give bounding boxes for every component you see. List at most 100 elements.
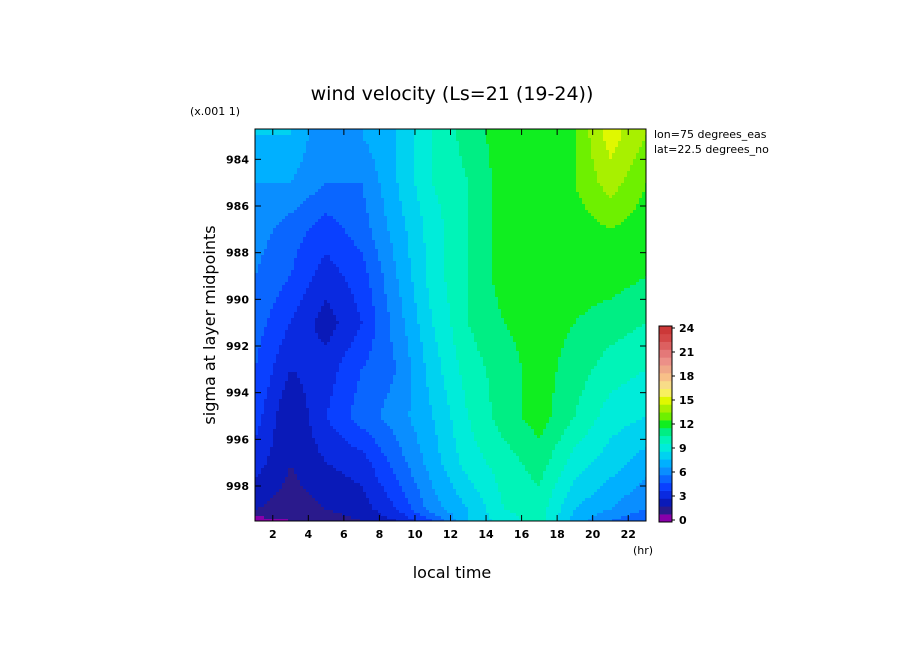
contour-cell (567, 147, 571, 151)
contour-cell (411, 156, 415, 160)
contour-cell (516, 135, 520, 139)
contour-cell (564, 141, 568, 145)
contour-cell (378, 135, 382, 139)
contour-cell (372, 165, 376, 169)
contour-cell (288, 165, 292, 169)
contour-cell (429, 132, 433, 136)
contour-cell (387, 147, 391, 151)
contour-cell (264, 147, 268, 151)
contour-cell (327, 159, 331, 163)
contour-cell (444, 135, 448, 139)
contour-cell (387, 144, 391, 148)
contour-cell (468, 162, 472, 166)
contour-cell (549, 162, 553, 166)
contour-cell (636, 141, 640, 145)
contour-cell (624, 135, 628, 139)
contour-cell (546, 141, 550, 145)
contour-cell (438, 144, 442, 148)
contour-cell (360, 138, 364, 142)
contour-cell (384, 144, 388, 148)
contour-cell (264, 144, 268, 148)
contour-cell (372, 150, 376, 154)
contour-cell (267, 162, 271, 166)
contour-cell (405, 138, 409, 142)
contour-cell (441, 141, 445, 145)
contour-cell (633, 150, 637, 154)
contour-cell (489, 144, 493, 148)
contour-cell (528, 159, 532, 163)
contour-cell (627, 147, 631, 151)
contour-cell (390, 135, 394, 139)
contour-cell (624, 150, 628, 154)
contour-cell (543, 162, 547, 166)
contour-cell (258, 153, 262, 157)
contour-cell (363, 165, 367, 169)
contour-cell (375, 153, 379, 157)
contour-cell (297, 147, 301, 151)
contour-cell (516, 162, 520, 166)
contour-cell (333, 135, 337, 139)
contour-cell (306, 150, 310, 154)
contour-cell (414, 150, 418, 154)
contour-cell (291, 150, 295, 154)
contour-cell (300, 156, 304, 160)
contour-cell (378, 156, 382, 160)
contour-cell (291, 141, 295, 145)
contour-cell (333, 162, 337, 166)
contour-cell (543, 129, 547, 133)
contour-cell (636, 129, 640, 133)
contour-cell (531, 141, 535, 145)
contour-cell (579, 147, 583, 151)
contour-cell (474, 150, 478, 154)
contour-cell (636, 147, 640, 151)
contour-cell (630, 162, 634, 166)
contour-cell (264, 165, 268, 169)
contour-cell (519, 159, 523, 163)
contour-cell (471, 138, 475, 142)
contour-cell (462, 144, 466, 148)
contour-cell (411, 162, 415, 166)
contour-cell (375, 138, 379, 142)
contour-cell (474, 162, 478, 166)
contour-cell (474, 153, 478, 157)
contour-cell (450, 135, 454, 139)
contour-cell (456, 162, 460, 166)
contour-cell (531, 132, 535, 136)
contour-cell (462, 147, 466, 151)
contour-cell (366, 138, 370, 142)
contour-cell (561, 141, 565, 145)
contour-cell (624, 156, 628, 160)
contour-cell (258, 141, 262, 145)
contour-cell (375, 156, 379, 160)
contour-cell (405, 135, 409, 139)
contour-cell (312, 156, 316, 160)
contour-cell (504, 144, 508, 148)
contour-cell (570, 138, 574, 142)
contour-cell (624, 132, 628, 136)
contour-cell (303, 159, 307, 163)
contour-cell (612, 132, 616, 136)
contour-cell (339, 147, 343, 151)
contour-cell (366, 159, 370, 163)
contour-cell (576, 135, 580, 139)
contour-cell (507, 135, 511, 139)
contour-cell (609, 132, 613, 136)
contour-cell (558, 138, 562, 142)
contour-cell (393, 138, 397, 142)
contour-cell (594, 156, 598, 160)
contour-cell (579, 150, 583, 154)
contour-cell (444, 129, 448, 133)
contour-cell (384, 129, 388, 133)
contour-cell (471, 159, 475, 163)
contour-cell (279, 153, 283, 157)
contour-cell (324, 153, 328, 157)
contour-cell (426, 150, 430, 154)
contour-cell (588, 138, 592, 142)
contour-cell (348, 165, 352, 169)
contour-cell (519, 156, 523, 160)
contour-cell (504, 129, 508, 133)
contour-cell (489, 159, 493, 163)
contour-cell (426, 159, 430, 163)
contour-cell (600, 144, 604, 148)
contour-cell (429, 159, 433, 163)
